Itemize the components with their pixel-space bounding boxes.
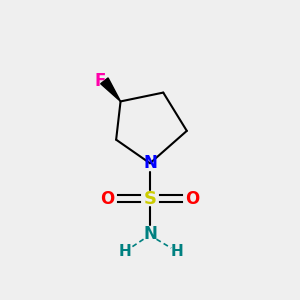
Text: N: N [143,225,157,243]
Text: O: O [186,190,200,208]
Text: H: H [170,244,183,259]
Text: O: O [100,190,114,208]
Text: N: N [143,154,157,172]
Text: S: S [143,190,157,208]
Text: F: F [94,72,106,90]
Text: H: H [118,244,131,259]
Polygon shape [101,78,121,101]
